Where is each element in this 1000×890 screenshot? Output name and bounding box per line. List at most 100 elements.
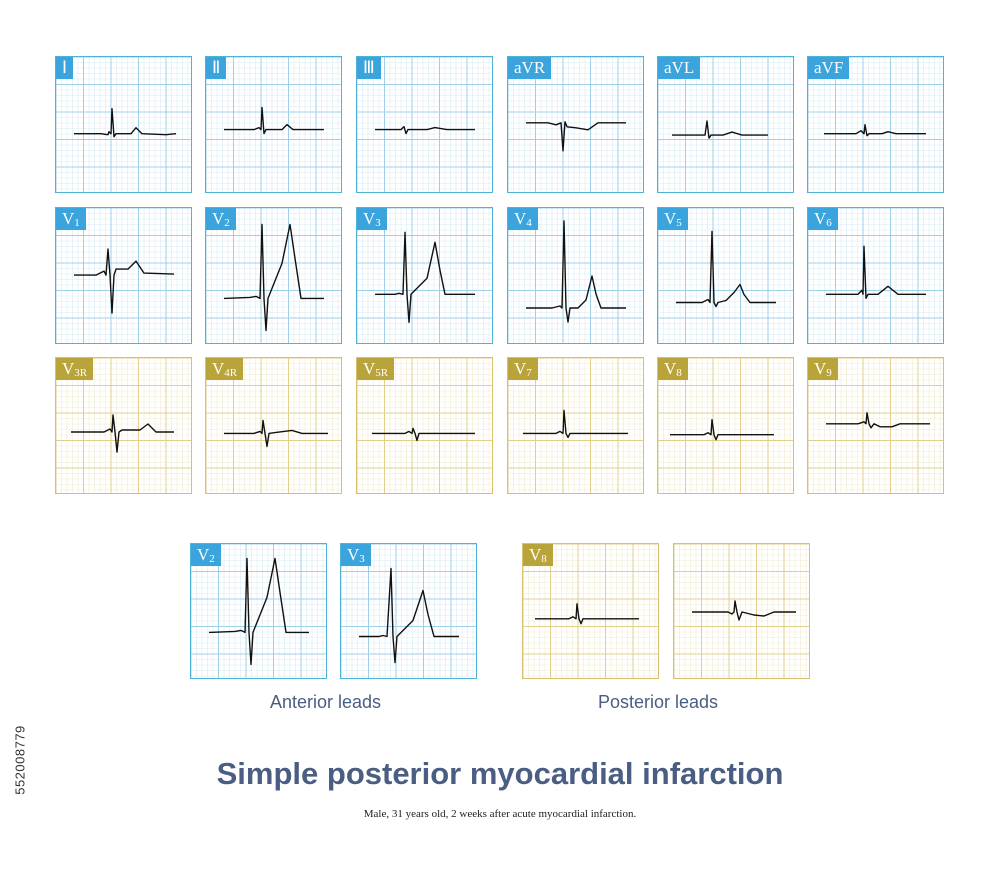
lead-label: V3 (357, 208, 387, 230)
lead-label-subscript: 3 (359, 553, 365, 565)
ecg-grid-and-trace (523, 544, 658, 678)
lead-label: V6 (808, 208, 838, 230)
ecg-trace (670, 419, 774, 441)
lead-label-subscript: 9 (826, 367, 832, 379)
lead-panel-ⅱ: Ⅱ (205, 56, 342, 193)
lead-label-text: V (664, 359, 677, 378)
lead-panel-v9: V9 (807, 357, 944, 494)
major-grid (341, 544, 476, 678)
lead-label-text: Ⅱ (212, 58, 221, 77)
lead-label-subscript: 3 (375, 217, 381, 229)
lead-label: V3 (341, 544, 371, 566)
figure-title: Simple posterior myocardial infarction (216, 756, 784, 791)
lead-panel-avl: aVL (657, 56, 794, 193)
lead-label-text: V (664, 209, 677, 228)
lead-label-text: V (514, 209, 527, 228)
ecg-grid-and-trace (357, 208, 492, 343)
ecg-grid-and-trace (508, 208, 643, 343)
lead-label-subscript: 3R (74, 367, 88, 379)
ecg-grid-and-trace (56, 57, 191, 192)
lead-label: V8 (658, 358, 688, 380)
ecg-trace (224, 106, 324, 135)
lead-label: V4R (206, 358, 244, 380)
lead-label-text: Ⅰ (62, 58, 68, 77)
lead-panel-v4r: V4R (205, 357, 342, 494)
ecg-trace (372, 427, 475, 442)
lead-panel-v5: V5 (657, 207, 794, 344)
lead-label-subscript: 8 (541, 553, 547, 565)
ecg-grid-and-trace (341, 544, 476, 678)
lead-label: V1 (56, 208, 86, 230)
anterior-leads-label: Anterior leads (270, 692, 382, 712)
ecg-grid-and-trace (808, 208, 943, 343)
comparison-panel-unlabeled (673, 543, 810, 679)
lead-label-subscript: 7 (526, 367, 532, 379)
ecg-trace (223, 223, 324, 332)
ecg-trace (359, 567, 459, 664)
major-grid (808, 57, 943, 192)
major-grid (206, 358, 341, 493)
lead-panel-v1: V1 (55, 207, 192, 344)
ecg-trace (535, 603, 639, 625)
lead-label: V8 (523, 544, 553, 566)
minor-grid (56, 57, 191, 192)
lead-label-subscript: 4 (526, 217, 532, 229)
ecg-grid-and-trace (808, 358, 943, 493)
lead-panel-v3r: V3R (55, 357, 192, 494)
lead-panel-ⅰ: Ⅰ (55, 56, 192, 193)
lead-label-text: V (814, 359, 827, 378)
lead-label-subscript: 5 (676, 217, 682, 229)
posterior-leads-label: Posterior leads (598, 692, 719, 712)
lead-panel-v3: V3 (356, 207, 493, 344)
lead-label: V5 (658, 208, 688, 230)
lead-label-text: V (514, 359, 527, 378)
major-grid (658, 57, 793, 192)
major-grid (357, 358, 492, 493)
lead-panel-v6: V6 (807, 207, 944, 344)
ecg-grid-and-trace (56, 208, 191, 343)
comparison-panel-v3: V3 (340, 543, 477, 679)
lead-label: aVL (658, 57, 701, 79)
ecg-trace (208, 557, 309, 666)
ecg-grid-and-trace (206, 358, 341, 493)
ecg-grid-and-trace (357, 358, 492, 493)
lead-label-subscript: 5R (375, 367, 389, 379)
ecg-grid-and-trace (658, 358, 793, 493)
ecg-grid-and-trace (56, 358, 191, 493)
lead-label: V2 (206, 208, 236, 230)
lead-panel-v8: V8 (657, 357, 794, 494)
lead-label-subscript: 1 (74, 217, 80, 229)
ecg-trace (526, 220, 626, 323)
lead-label-subscript: 4R (224, 367, 238, 379)
lead-panel-v7: V7 (507, 357, 644, 494)
stock-id-watermark: 552008779 (10, 655, 30, 865)
ecg-trace (676, 230, 776, 308)
ecg-trace (375, 125, 475, 135)
ecg-trace (824, 123, 926, 137)
lead-label: aVR (508, 57, 552, 79)
ecg-trace (826, 412, 930, 429)
ecg-trace (692, 600, 796, 621)
lead-panel-v5r: V5R (356, 357, 493, 494)
ecg-trace (74, 248, 175, 314)
lead-label-text: aVR (514, 58, 546, 77)
lead-label-text: V (62, 359, 75, 378)
lead-label: aVF (808, 57, 850, 79)
ecg-grid-and-trace (508, 57, 643, 192)
lead-label-subscript: 8 (676, 367, 682, 379)
lead-label-text: V (814, 209, 827, 228)
minor-grid (206, 57, 341, 192)
comparison-panel-v2: V2 (190, 543, 327, 679)
ecg-trace (74, 108, 177, 138)
lead-panel-v2: V2 (205, 207, 342, 344)
lead-label: V7 (508, 358, 538, 380)
ecg-trace (523, 409, 628, 439)
lead-panel-avf: aVF (807, 56, 944, 193)
lead-label: V5R (357, 358, 395, 380)
ecg-grid-and-trace (658, 57, 793, 192)
lead-label-text: V (197, 545, 210, 564)
ecg-trace (526, 121, 626, 152)
major-grid (56, 358, 191, 493)
lead-label-text: V (347, 545, 360, 564)
lead-label-text: V (363, 359, 376, 378)
